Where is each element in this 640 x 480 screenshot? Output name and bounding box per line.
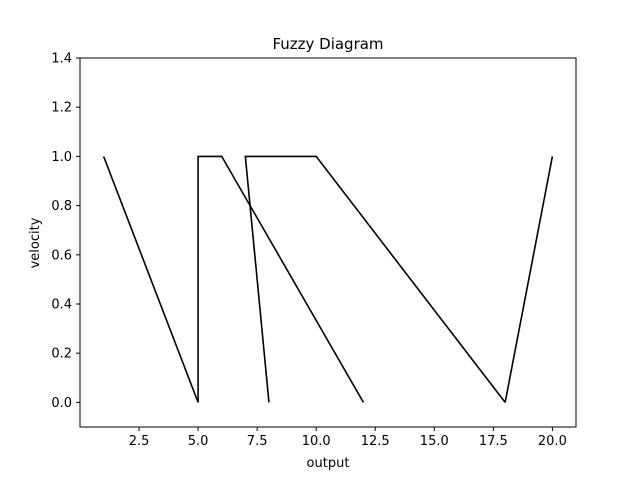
x-tick-label: 17.5 — [479, 434, 508, 449]
x-tick-label: 2.5 — [129, 434, 150, 449]
series-line-4 — [504, 156, 554, 403]
x-tick-label: 20.0 — [538, 434, 567, 449]
y-tick-label: 1.0 — [51, 150, 72, 165]
plot-frame — [79, 57, 577, 428]
x-tick-label: 10.0 — [302, 434, 331, 449]
x-axis-label: output — [307, 456, 350, 471]
x-tick-label: 7.5 — [247, 434, 268, 449]
y-tick-label: 0.8 — [51, 199, 72, 214]
series-line-3 — [244, 155, 506, 403]
y-tick-label: 1.4 — [51, 52, 72, 67]
y-axis-label: velocity — [28, 217, 43, 268]
series-line-2 — [197, 155, 365, 403]
series-line-1 — [102, 156, 199, 403]
x-tick-label: 12.5 — [361, 434, 390, 449]
y-tick-label: 0.4 — [51, 298, 72, 313]
tick-layer: 2.5 5.0 7.5 10.0 12.5 15.0 17.5 20.0 0.0 0.2 0.4 0.… — [51, 52, 567, 450]
x-tick-label: 5.0 — [188, 434, 209, 449]
y-tick-label: 0.2 — [51, 347, 72, 362]
y-tick-label: 0.0 — [51, 396, 72, 411]
chart-title: Fuzzy Diagram — [272, 35, 383, 53]
y-tick-label: 1.2 — [51, 101, 72, 116]
x-tick-label: 15.0 — [420, 434, 449, 449]
series-layer — [102, 155, 554, 403]
y-tick-label: 0.6 — [51, 248, 72, 263]
